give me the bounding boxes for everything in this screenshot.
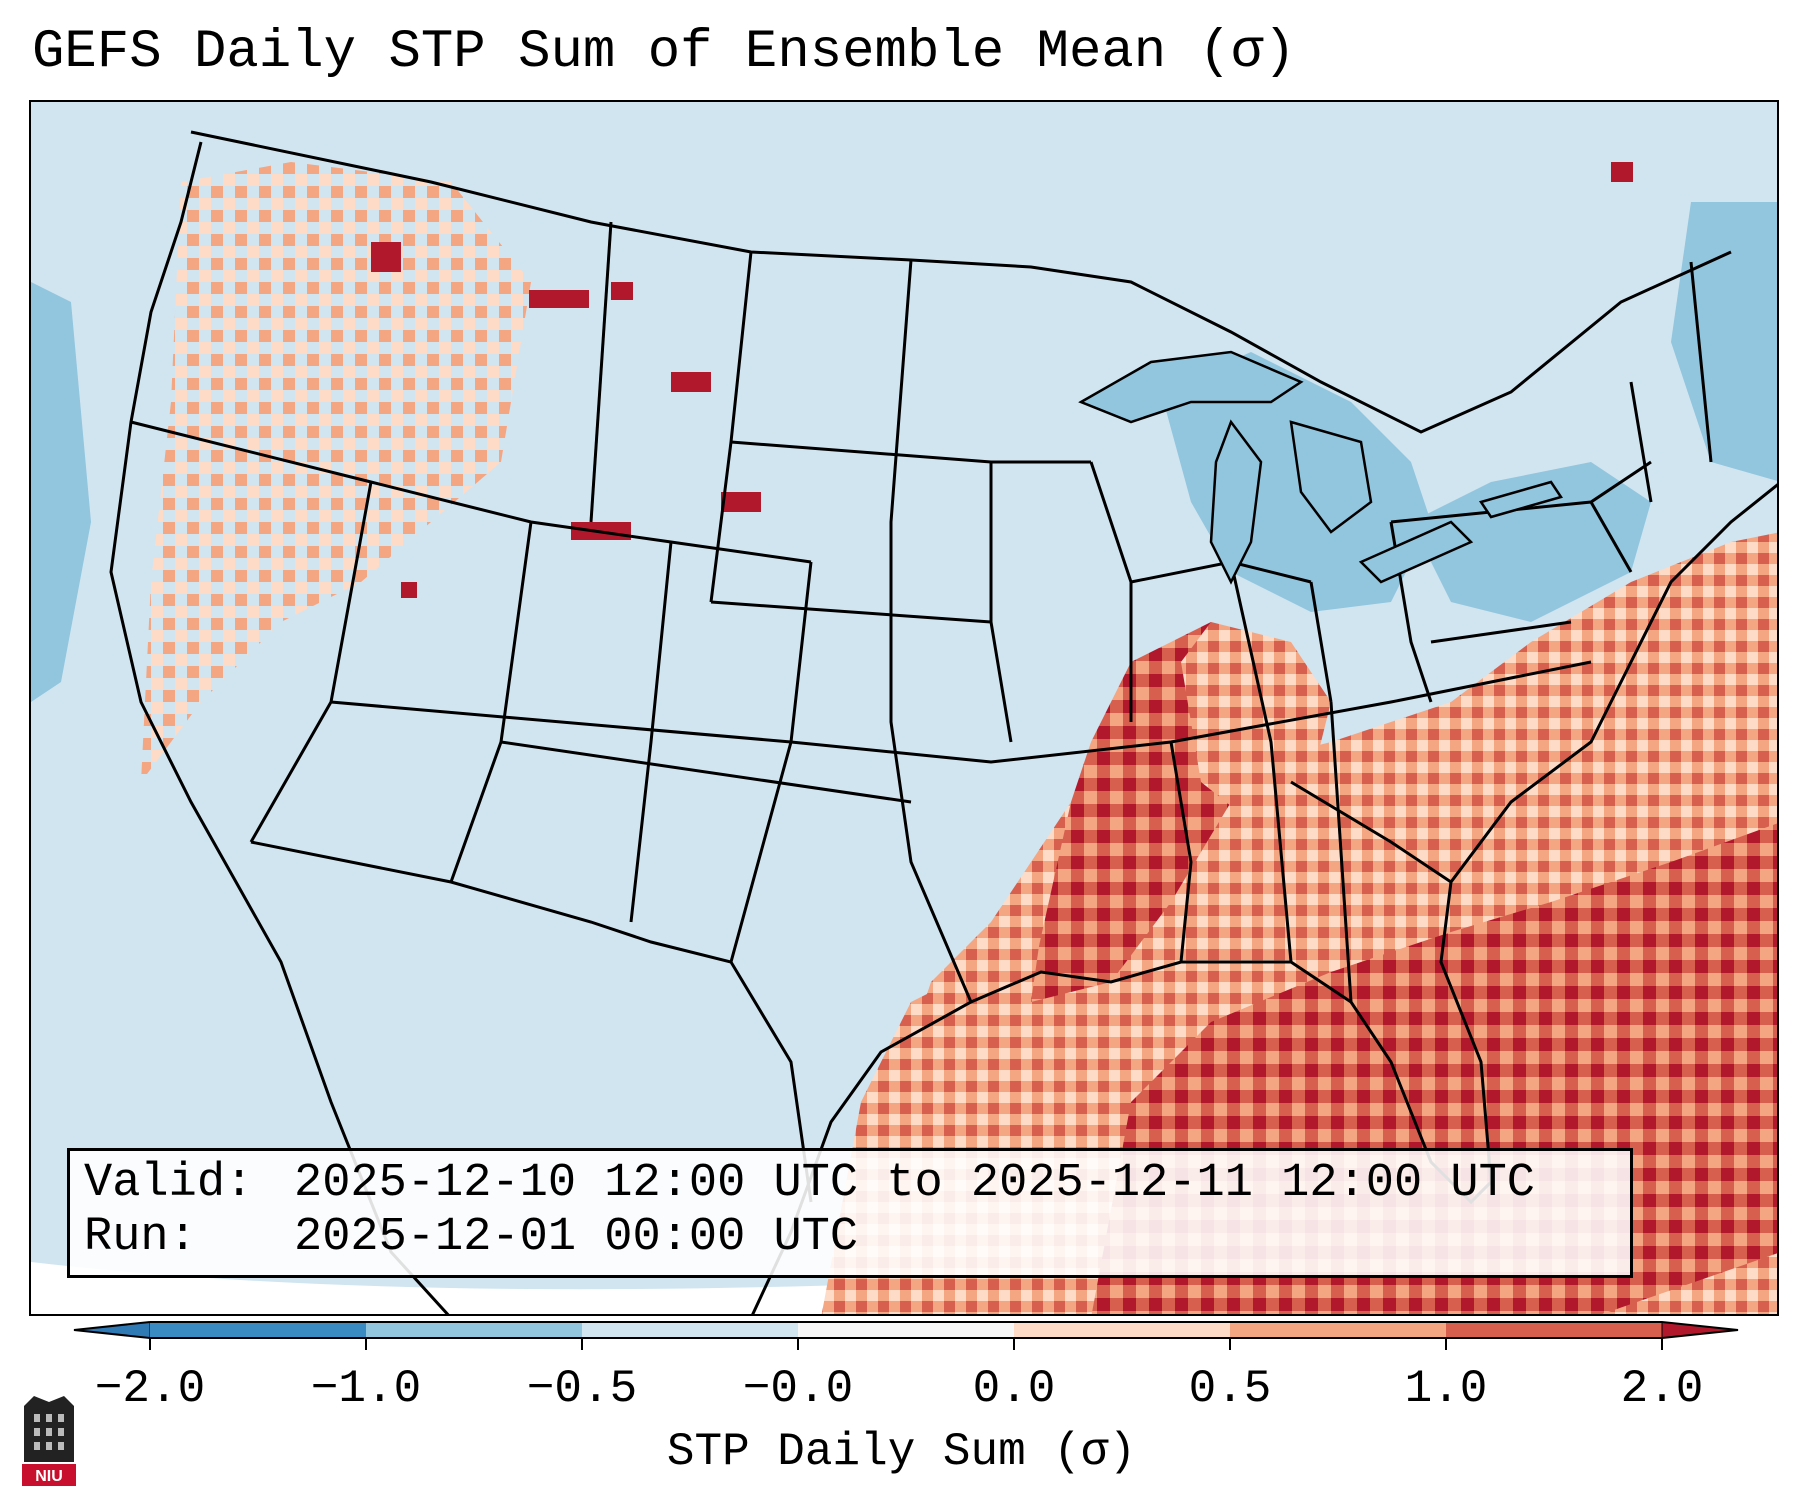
map-panel [29, 100, 1779, 1316]
lake-huron [1289, 420, 1373, 534]
anomaly-ohio-valley [1181, 622, 1331, 822]
tick-label-neg-0: −0.0 [742, 1363, 854, 1415]
colorbar-bin-pos-05-to-1 [1230, 1322, 1446, 1338]
tick-label-neg-2: −2.0 [94, 1363, 206, 1415]
validity-info-box: Valid: 2025-12-10 12:00 UTC to 2025-12-11… [67, 1148, 1633, 1278]
tick-label-pos-1: 1.0 [1404, 1363, 1488, 1415]
chart-title: GEFS Daily STP Sum of Ensemble Mean (σ) [32, 22, 1296, 83]
tick-label-neg-1: −1.0 [310, 1363, 422, 1415]
tick-label-pos-05: 0.5 [1188, 1363, 1272, 1415]
tick-label-neg-05: −0.5 [526, 1363, 638, 1415]
colorbar-bin-neg-05-to-0 [582, 1322, 798, 1338]
lake-ontario [1479, 480, 1563, 519]
colorbar-label: STP Daily Sum (σ) [666, 1426, 1137, 1478]
anomaly-gulf-plains [891, 802, 1071, 1102]
colorbar-bin-pos-1-to-2 [1446, 1322, 1662, 1338]
anomaly-northeast [1451, 532, 1777, 702]
anomaly-maine-cool [1671, 202, 1777, 481]
colorbar-bin-neg-1-to-05 [366, 1322, 582, 1338]
valid-key: Valid: [84, 1157, 254, 1210]
tick-label-pos-2: 2.0 [1620, 1363, 1704, 1415]
tick-label-pos-0: 0.0 [972, 1363, 1056, 1415]
lake-superior [1078, 350, 1304, 424]
colorbar-extend-high [1661, 1321, 1739, 1339]
run-value: 2025-12-01 00:00 UTC [294, 1211, 859, 1264]
lake-michigan [1209, 419, 1263, 585]
valid-line: Valid: 2025-12-10 12:00 UTC to 2025-12-11… [84, 1157, 1616, 1211]
logo-text: NIU [35, 1468, 63, 1485]
colorbar-extend-low [73, 1321, 151, 1339]
great-lakes [1078, 350, 1563, 585]
valid-value: 2025-12-10 12:00 UTC to 2025-12-11 12:00… [294, 1157, 1536, 1210]
canada-border [190, 130, 1732, 434]
niu-logo: NIU [22, 1396, 76, 1486]
anomaly-pacific-cool [31, 282, 91, 702]
lake-erie [1358, 520, 1474, 584]
colorbar-bin-pos-0-to-05 [1014, 1322, 1230, 1338]
run-line: Run: 2025-12-01 00:00 UTC [84, 1211, 1616, 1265]
colorbar-bin-near-zero [798, 1322, 1014, 1338]
anomaly-map [31, 102, 1777, 1314]
colorbar-bin-neg-2-to-1 [150, 1322, 366, 1338]
run-key: Run: [84, 1211, 197, 1264]
colorbar [73, 1321, 1739, 1350]
